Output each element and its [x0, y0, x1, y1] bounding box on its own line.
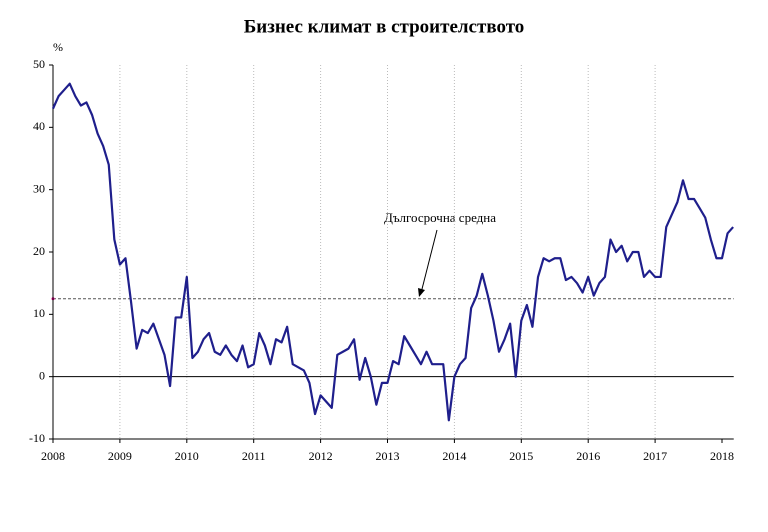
arrow-head	[418, 288, 425, 297]
series-line	[51, 82, 734, 422]
annotation: Дългосрочна средна	[384, 210, 496, 225]
y-tick-label: 50	[33, 57, 45, 71]
x-tick-label: 2010	[175, 449, 199, 463]
x-tick-label: 2016	[576, 449, 600, 463]
y-tick-label: 30	[33, 181, 45, 195]
x-tick-label: 2015	[509, 449, 533, 463]
chart-title: Бизнес климат в строителството	[244, 16, 525, 37]
y-tick-label: -10	[29, 431, 45, 445]
x-tick-label: 2009	[108, 449, 132, 463]
x-tick-label: 2017	[643, 449, 667, 463]
y-tick-label: 20	[33, 244, 45, 258]
x-tick-label: 2008	[41, 449, 65, 463]
y-unit-label: %	[53, 40, 63, 54]
x-tick-label: 2013	[376, 449, 400, 463]
x-tick-label: 2018	[710, 449, 734, 463]
annotation-arrow	[420, 229, 438, 294]
x-tick-label: 2011	[242, 449, 266, 463]
y-tick-label: 0	[39, 368, 45, 382]
x-tick-label: 2014	[442, 449, 466, 463]
y-tick-label: 40	[33, 119, 45, 133]
x-tick-label: 2012	[309, 449, 333, 463]
y-tick-label: 10	[33, 306, 45, 320]
